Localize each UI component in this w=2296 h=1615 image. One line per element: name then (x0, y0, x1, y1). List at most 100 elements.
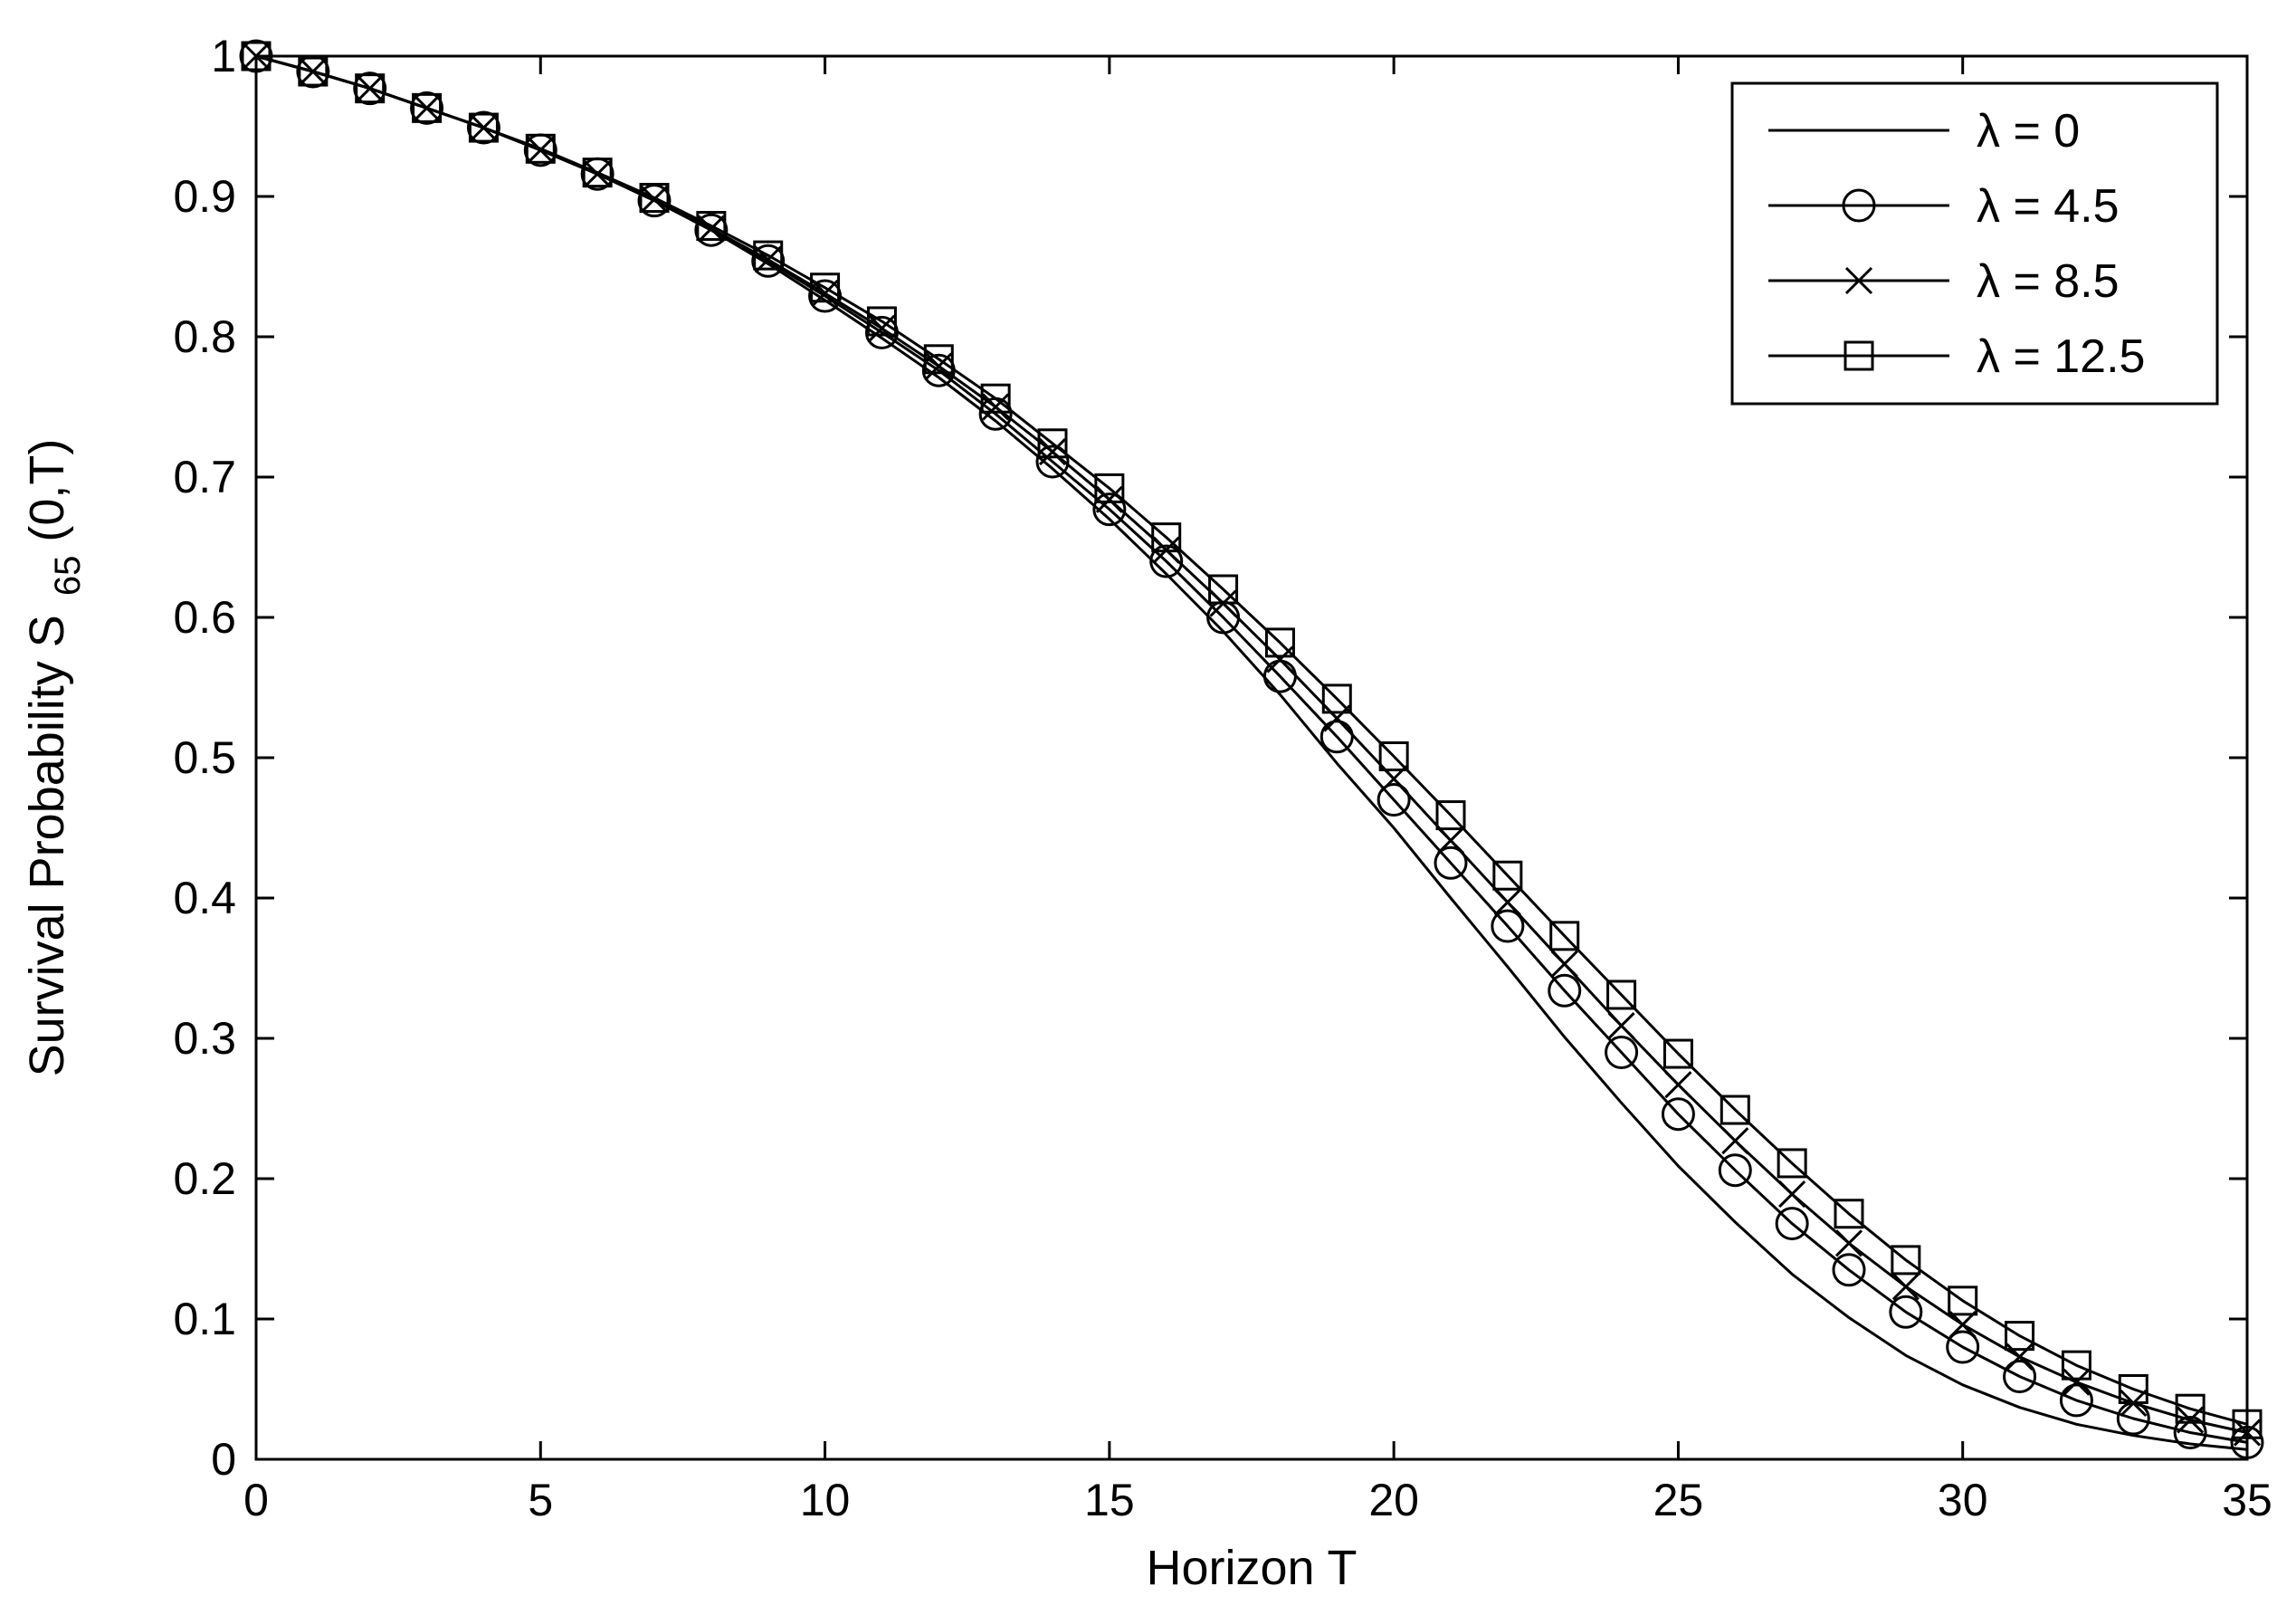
series-2-point-22 (1493, 888, 1521, 916)
series-3-point-9 (753, 240, 784, 271)
series-3-point-16 (1151, 522, 1182, 553)
series-1-point-20 (1377, 783, 1411, 817)
legend-item-0: λ = 0 (1768, 105, 2080, 158)
x-tick-label-5: 25 (1653, 1475, 1704, 1525)
x-tick-label-0: 0 (243, 1475, 269, 1525)
series-1-point-34 (2173, 1416, 2207, 1450)
series-3-point-11 (866, 306, 897, 337)
x-tick-label-1: 5 (528, 1475, 553, 1525)
legend-marker-1 (1842, 188, 1876, 223)
series-3-point-4 (468, 112, 499, 143)
series-3-point-29 (1891, 1245, 1921, 1276)
series-1-point-26 (1718, 1153, 1752, 1188)
y-tick-label-8: 0.8 (173, 311, 236, 362)
y-axis-label: Survival Probability S 65 (0,T) (20, 439, 91, 1077)
series-3-point-25 (1662, 1038, 1693, 1069)
series-2-point-21 (1436, 827, 1465, 855)
y-tick-label-3: 0.3 (173, 1013, 236, 1064)
y-axis-label-subscript: 65 (48, 556, 88, 597)
series-1-point-24 (1605, 1036, 1639, 1069)
series-1-point-29 (1889, 1295, 1923, 1329)
legend-label-1: λ = 4.5 (1977, 180, 2120, 233)
series-1-point-15 (1092, 492, 1127, 527)
y-tick-label-2: 0.2 (173, 1153, 236, 1204)
series-1-point-4 (466, 110, 500, 145)
plot-area (239, 39, 2264, 1459)
axes: 0 5 10 15 20 25 30 35 0 0.1 0.2 0.3 0.4 0.5 0.6 0.7 0.8 0… (173, 31, 2272, 1525)
series-3-point-2 (355, 73, 386, 104)
series-3-point-7 (639, 183, 670, 214)
series-1-point-31 (2003, 1360, 2037, 1394)
y-tick-label-5: 0.5 (173, 732, 236, 783)
series-3-point-15 (1094, 473, 1125, 503)
series-2-point-15 (1095, 485, 1123, 513)
series-2-point-13 (982, 393, 1010, 421)
legend-item-2: λ = 8.5 (1768, 255, 2120, 308)
series-3-point-12 (923, 344, 954, 375)
series-3-point-10 (810, 272, 841, 303)
series-2-point-11 (868, 314, 896, 342)
series-1-point-21 (1434, 846, 1468, 880)
series-2-point-26 (1721, 1127, 1749, 1155)
series-3-point-1 (298, 56, 329, 87)
x-tick-label-4: 20 (1368, 1475, 1419, 1525)
series-1-point-27 (1775, 1207, 1809, 1241)
legend-marker-3 (1843, 340, 1874, 371)
series-3 (241, 41, 2263, 1439)
series-2-point-12 (925, 352, 953, 380)
series-3-point-32 (2061, 1350, 2091, 1381)
legend-marker-2 (1844, 266, 1873, 295)
x-tick-label-3: 15 (1084, 1475, 1135, 1525)
series-2-point-24 (1607, 1011, 1635, 1040)
x-axis-label: Horizon T (1146, 1541, 1357, 1595)
series-2-point-14 (1038, 438, 1067, 466)
series-1-point-14 (1035, 444, 1070, 479)
series-2-point-28 (1834, 1229, 1863, 1257)
legend-item-3: λ = 12.5 (1768, 330, 2145, 383)
series-1-point-32 (2059, 1383, 2093, 1418)
x-tick-label-6: 30 (1938, 1475, 1988, 1525)
series-3-point-18 (1264, 627, 1295, 658)
series-3-point-27 (1777, 1148, 1807, 1179)
y-tick-label-9: 0.9 (173, 171, 236, 222)
series-3-point-30 (1948, 1285, 1978, 1316)
y-tick-label-10: 1 (211, 31, 236, 81)
series-3-point-8 (696, 211, 727, 242)
series-1-point-2 (353, 72, 387, 106)
series-3-point-14 (1037, 428, 1068, 459)
y-tick-label-1: 0.1 (173, 1294, 236, 1344)
series-2-point-32 (2063, 1368, 2091, 1396)
series-1-point-25 (1661, 1097, 1695, 1132)
series-3-point-28 (1834, 1199, 1864, 1229)
series-1-point-16 (1149, 544, 1184, 578)
y-tick-label-0: 0 (211, 1434, 236, 1485)
series-1-point-8 (694, 213, 729, 247)
series-3-point-3 (412, 92, 443, 123)
series-3-point-21 (1435, 800, 1466, 831)
series-3-point-23 (1549, 921, 1580, 951)
y-tick-label-6: 0.6 (173, 592, 236, 643)
series-1-point-9 (751, 244, 786, 278)
series-3-point-26 (1720, 1094, 1750, 1125)
y-axis-label-main: Survival Probability S (20, 615, 74, 1076)
series-1-point-23 (1548, 973, 1582, 1008)
series-3-point-22 (1492, 860, 1523, 891)
series-3-point-6 (582, 158, 613, 188)
series-line-3 (255, 54, 2248, 1426)
series-2-point-30 (1948, 1311, 1977, 1339)
series-2-point-27 (1778, 1180, 1806, 1209)
series-3-point-19 (1321, 683, 1352, 714)
series-1-point-30 (1946, 1330, 1980, 1364)
legend: λ = 0 λ = 4.5 λ = 8.5 λ = 12.5 (1730, 81, 2219, 406)
series-1-point-3 (410, 91, 444, 125)
legend-box (1730, 81, 2219, 406)
legend-label-2: λ = 8.5 (1977, 255, 2120, 308)
series-1-point-22 (1491, 909, 1525, 943)
series-3-point-17 (1208, 574, 1239, 605)
series-2-point-23 (1550, 950, 1578, 978)
series-3-point-20 (1378, 741, 1409, 771)
series-1-point-28 (1832, 1253, 1866, 1287)
y-axis-label-suffix: (0,T) (20, 439, 74, 542)
series-2 (242, 42, 2262, 1447)
